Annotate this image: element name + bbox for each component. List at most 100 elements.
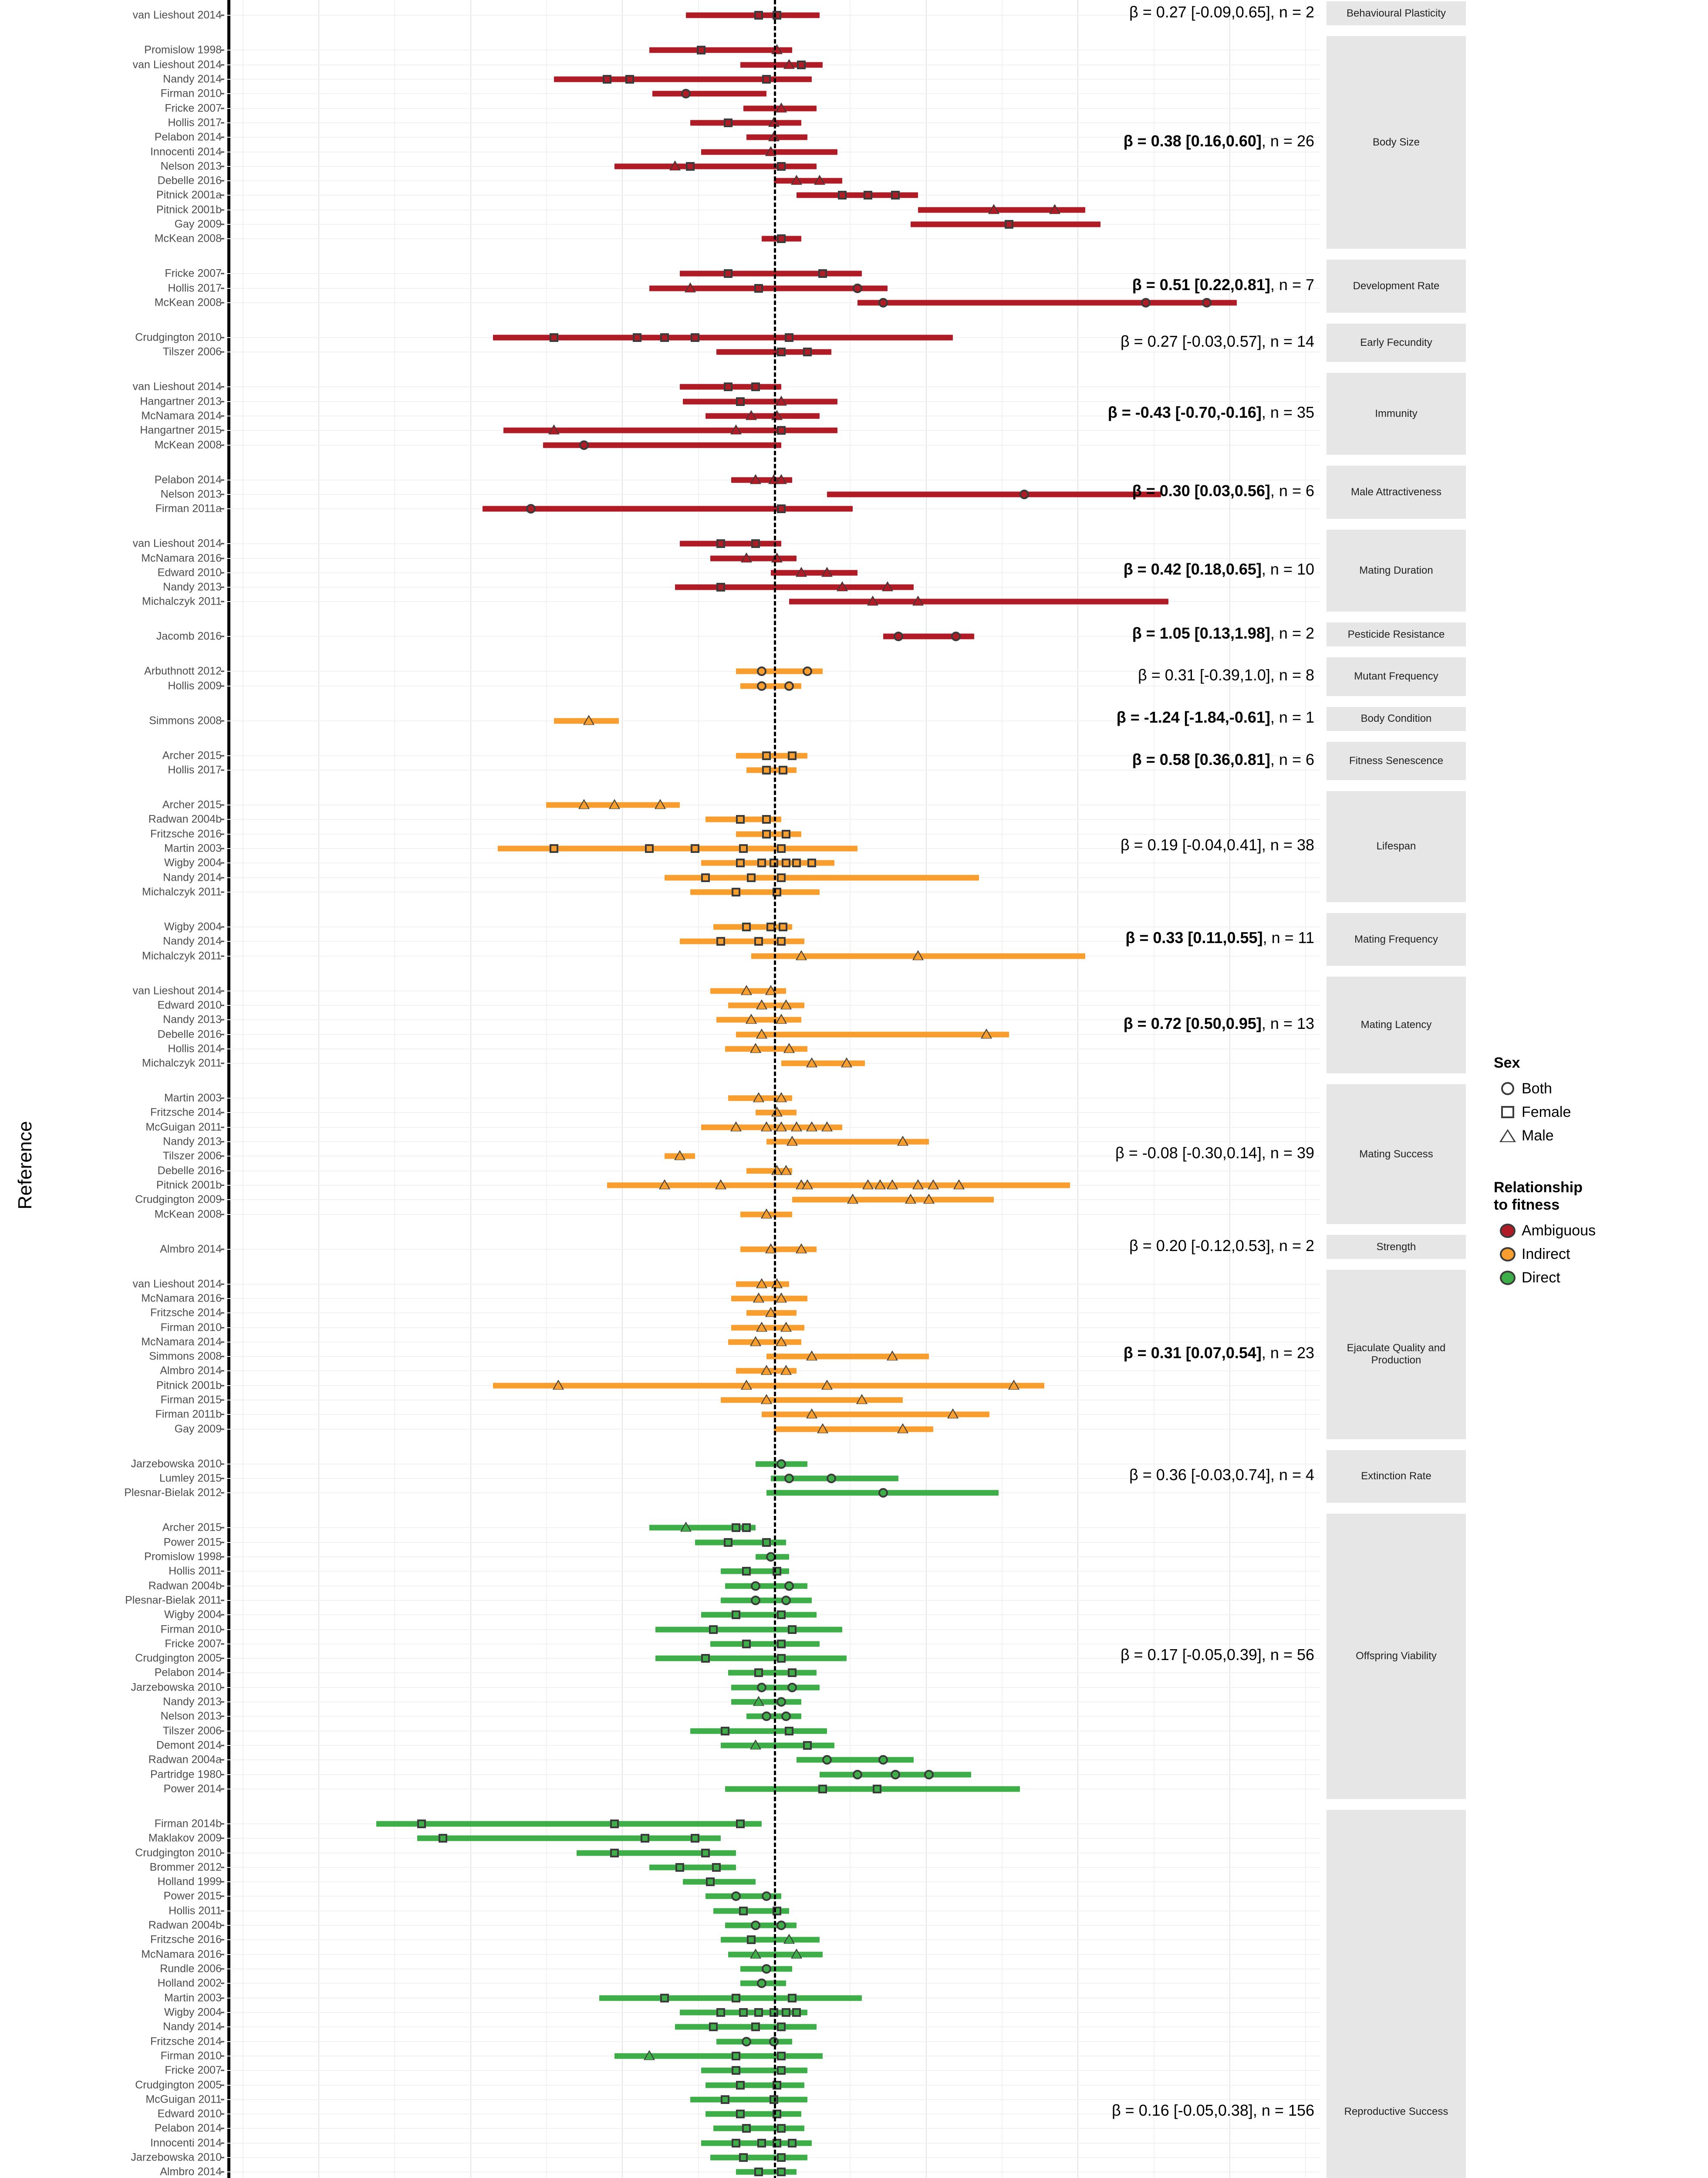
axis-tick (221, 1701, 224, 1703)
axis-tick (221, 601, 224, 602)
confidence-interval-bar (675, 2024, 817, 2030)
reference-label: Tilszer 2006 (162, 1725, 222, 1737)
confidence-interval-bar (649, 47, 792, 53)
facet-strip: Development Rate (1327, 260, 1466, 313)
axis-tick (221, 1759, 224, 1761)
facet-strip-label: Mating Frequency (1354, 933, 1438, 945)
data-point-male (750, 1739, 762, 1750)
facet-strip: Pesticide Resistance (1327, 622, 1466, 647)
reference-label: Pitnick 2001b (156, 1379, 222, 1392)
data-point-female (709, 1625, 718, 1634)
data-point-both (757, 681, 767, 691)
data-point-female (716, 937, 725, 946)
data-point-female (724, 1538, 733, 1547)
data-point-female (739, 1906, 748, 1915)
data-point-both (1141, 298, 1151, 308)
confidence-interval-bar (725, 1046, 807, 1052)
vertical-gridline (1305, 0, 1306, 2178)
data-point-female (864, 191, 873, 200)
data-point-male (654, 799, 666, 809)
confidence-interval-bar (789, 599, 1169, 605)
axis-tick (221, 287, 224, 289)
legend-spacer (1494, 1147, 1698, 1179)
axis-tick (221, 543, 224, 544)
axis-tick (221, 1312, 224, 1314)
data-point-male (783, 1043, 795, 1053)
legend-item-fitness[interactable]: Direct (1494, 1266, 1698, 1289)
confidence-interval-bar (695, 1539, 786, 1546)
facet-strip-label: Behavioural Plasticity (1346, 7, 1446, 19)
data-point-both (878, 1488, 888, 1498)
facet-strip-label: Development Rate (1353, 280, 1440, 292)
reference-label: Archer 2015 (162, 798, 222, 811)
confidence-interval-bar (746, 767, 797, 773)
legend-key (1494, 1223, 1522, 1238)
triangle-fill (898, 1424, 908, 1433)
data-point-female (777, 162, 786, 171)
reference-label: McGuigan 2011 (145, 1121, 222, 1133)
triangle-fill (751, 475, 760, 484)
data-point-both (787, 1682, 797, 1692)
data-point-male (680, 1522, 692, 1532)
axis-tick (221, 1924, 224, 1926)
data-point-female (742, 1567, 751, 1576)
axis-tick (221, 1982, 224, 1984)
data-point-male (771, 1106, 783, 1117)
summary-effect-label: β = 0.38 [0.16,0.60], n = 26 (1123, 132, 1314, 150)
triangle-fill (955, 1181, 964, 1189)
triangle-fill (777, 1123, 786, 1131)
reference-label: Almbro 2014 (160, 2165, 222, 2178)
reference-label: Almbro 2014 (160, 1243, 222, 1255)
reference-label: Martin 2003 (164, 1092, 222, 1104)
reference-label: McNamara 2014 (141, 1336, 222, 1348)
triangle-fill (757, 1001, 766, 1009)
data-point-female (777, 2022, 786, 2032)
data-point-male (1008, 1379, 1019, 1390)
triangle-fill (751, 1045, 760, 1053)
confidence-interval-bar (766, 1139, 929, 1145)
axis-tick (221, 494, 224, 495)
facet-strip-label: Early Fecundity (1360, 336, 1432, 348)
data-point-female (736, 859, 745, 868)
triangle-fill (584, 716, 593, 724)
data-point-female (873, 1784, 882, 1793)
data-point-male (821, 1121, 833, 1131)
legend-item-sex[interactable]: Male (1494, 1124, 1698, 1147)
plot-panel: β = 0.27 [-0.09,0.65], n = 2 β = 0.38 [0.… (227, 0, 1320, 2178)
data-point-both (784, 1474, 794, 1484)
triangle-fill (762, 1396, 771, 1404)
facet-strip: Immunity (1327, 373, 1466, 455)
data-point-female (731, 1993, 740, 2002)
triangle-fill (818, 1424, 827, 1433)
data-point-male (783, 58, 795, 69)
triangle-fill (751, 1950, 760, 1958)
data-point-female (675, 1863, 684, 1872)
data-point-male (912, 1179, 924, 1190)
data-point-female (721, 1726, 730, 1735)
confidence-interval-bar (649, 285, 888, 291)
legend-item-sex[interactable]: Female (1494, 1100, 1698, 1124)
triangle-fill (781, 1323, 790, 1331)
confidence-interval-bar (771, 570, 857, 576)
summary-effect-label: β = 0.33 [0.11,0.55], n = 11 (1125, 929, 1314, 947)
axis-tick (221, 508, 224, 510)
reference-label: Brommer 2012 (149, 1861, 222, 1874)
data-point-both (893, 632, 903, 642)
reference-label: McNamara 2016 (141, 1948, 222, 1961)
reference-label: Promislow 1998 (144, 44, 222, 56)
triangle-fill (784, 1045, 793, 1053)
reference-label: Power 2015 (163, 1536, 222, 1549)
data-point-male (771, 44, 783, 54)
data-point-both (1019, 489, 1030, 499)
data-point-both (776, 1697, 786, 1707)
triangle-fill (949, 1410, 958, 1418)
data-point-female (787, 1625, 797, 1634)
data-point-female (777, 2051, 786, 2060)
data-point-female (731, 2051, 740, 2060)
legend-item-sex[interactable]: Both (1494, 1077, 1698, 1100)
legend-item-fitness[interactable]: Ambiguous (1494, 1219, 1698, 1242)
data-point-both (526, 504, 536, 514)
legend-item-fitness[interactable]: Indirect (1494, 1242, 1698, 1266)
data-point-female (803, 1741, 812, 1750)
vertical-gridline (546, 0, 547, 2178)
